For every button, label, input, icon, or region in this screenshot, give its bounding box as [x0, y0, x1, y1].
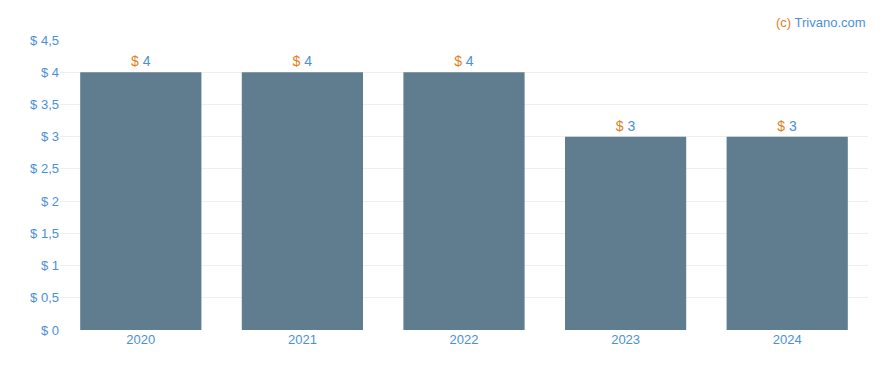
svg-text:$ 4: $ 4 [41, 65, 59, 80]
svg-text:$ 0: $ 0 [41, 323, 59, 338]
svg-text:$ 3: $ 3 [616, 118, 636, 134]
svg-text:$ 3: $ 3 [777, 118, 797, 134]
svg-text:2024: 2024 [773, 332, 802, 347]
svg-text:(c) Trivano.com: (c) Trivano.com [776, 15, 866, 30]
svg-text:$ 3: $ 3 [41, 129, 59, 144]
svg-text:2020: 2020 [126, 332, 155, 347]
svg-text:$ 1: $ 1 [41, 258, 59, 273]
svg-text:2021: 2021 [288, 332, 317, 347]
svg-text:$ 1,5: $ 1,5 [30, 226, 59, 241]
svg-text:$ 4: $ 4 [131, 53, 151, 69]
svg-text:$ 4,5: $ 4,5 [30, 33, 59, 48]
svg-text:2023: 2023 [611, 332, 640, 347]
svg-text:$ 4: $ 4 [454, 53, 474, 69]
svg-text:$ 0,5: $ 0,5 [30, 290, 59, 305]
svg-text:$ 2,5: $ 2,5 [30, 161, 59, 176]
svg-text:$ 4: $ 4 [293, 53, 313, 69]
svg-text:$ 3,5: $ 3,5 [30, 97, 59, 112]
svg-text:$ 2: $ 2 [41, 194, 59, 209]
svg-text:2022: 2022 [450, 332, 479, 347]
